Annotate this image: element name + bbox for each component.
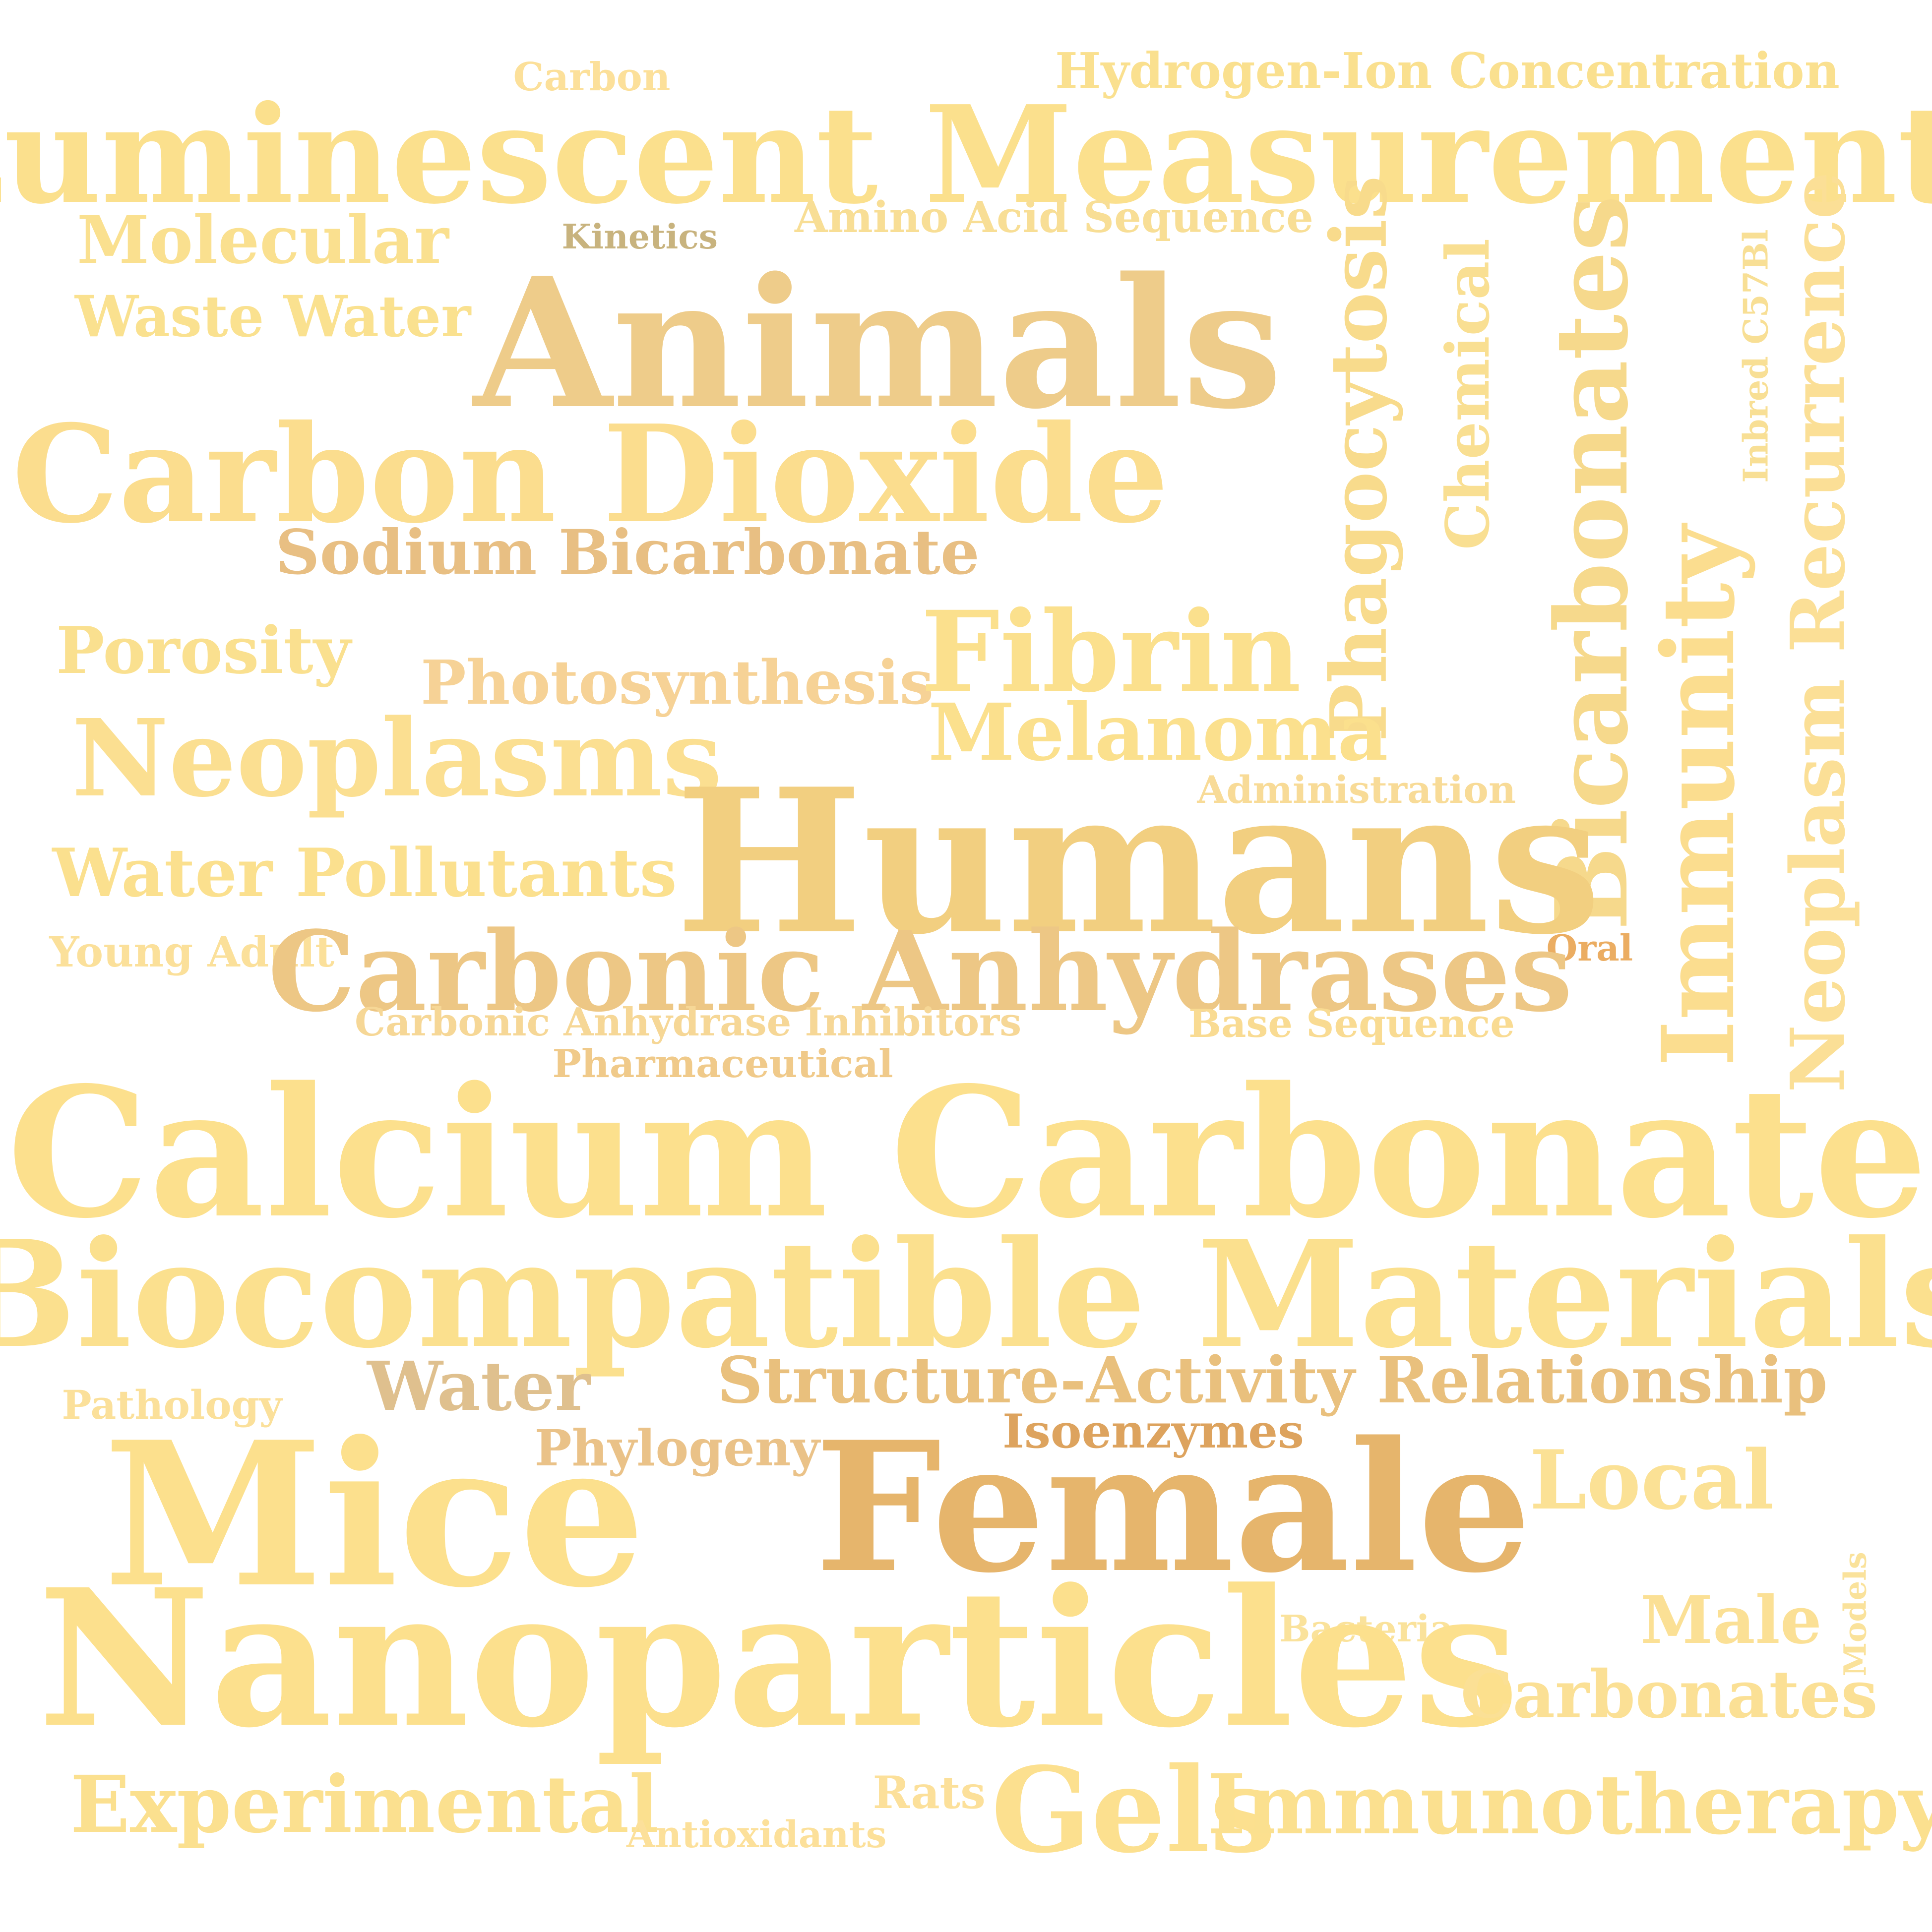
cloud-word: Waste Water xyxy=(75,283,471,350)
cloud-word: Biocompatible Materials xyxy=(0,1208,1932,1381)
cloud-word: Carbon xyxy=(513,55,671,100)
cloud-word: Pathology xyxy=(62,1382,283,1428)
cloud-word: Chemical xyxy=(1433,238,1503,550)
cloud-word: Photosynthesis xyxy=(421,647,934,718)
cloud-word: Isoenzymes xyxy=(1002,1404,1304,1459)
cloud-word: Nanoparticles xyxy=(38,1548,1520,1769)
cloud-word: Pharmaceutical xyxy=(552,1041,893,1087)
cloud-word: Amino Acid Sequence xyxy=(795,192,1313,242)
cloud-word: Base Sequence xyxy=(1188,1001,1515,1046)
cloud-word: Porosity xyxy=(56,612,351,688)
cloud-word: Mice xyxy=(103,1398,646,1631)
cloud-word: Administration xyxy=(1197,768,1516,812)
cloud-word: Local xyxy=(1529,1432,1774,1528)
cloud-word: Carbonic Anhydrase Inhibitors xyxy=(355,1000,1022,1045)
cloud-word: Experimental xyxy=(70,1759,659,1851)
cloud-word: Animals xyxy=(473,239,1283,448)
cloud-word: Male xyxy=(1640,1582,1822,1659)
cloud-word: Kinetics xyxy=(561,217,718,257)
cloud-word: Neoplasm Recurrence xyxy=(1774,172,1862,1093)
cloud-word: Luminescent Measurements xyxy=(0,76,1932,234)
cloud-word: Water xyxy=(367,1347,591,1426)
cloud-word: Hydrogen-Ion Concentration xyxy=(1055,43,1840,100)
cloud-word: Immunity xyxy=(1640,525,1757,1067)
cloud-word: Carbonic Anhydrases xyxy=(268,907,1573,1036)
cloud-word: Humans xyxy=(675,745,1602,978)
cloud-word: Gels xyxy=(991,1741,1276,1879)
cloud-word: Carbon Dioxide xyxy=(12,395,1169,553)
cloud-word: Phagocytosis xyxy=(1313,176,1404,742)
cloud-word: Young Adult xyxy=(49,927,335,976)
cloud-word: Phylogeny xyxy=(534,1419,820,1477)
cloud-word: Bacteria xyxy=(1279,1608,1454,1650)
cloud-word: Calcium Carbonate xyxy=(7,1048,1928,1258)
cloud-word: Antioxidants xyxy=(626,1813,887,1856)
cloud-word: Neoplasms xyxy=(71,696,722,821)
cloud-word: Rats xyxy=(873,1766,986,1819)
cloud-word: Molecular xyxy=(77,202,449,279)
cloud-word: Water Pollutants xyxy=(52,834,677,912)
cloud-word: Structure-Activity Relationship xyxy=(717,1343,1828,1418)
cloud-word: Fibrin xyxy=(921,587,1302,717)
cloud-word: Sodium Bicarbonate xyxy=(275,517,980,589)
cloud-word: Melanoma xyxy=(928,687,1388,779)
cloud-word: Inbred C57Bl xyxy=(1736,229,1776,483)
cloud-word: Carbonates xyxy=(1460,1656,1878,1733)
cloud-word: Oral xyxy=(1546,927,1633,969)
cloud-word: Immunotherapy xyxy=(1207,1756,1932,1853)
cloud-word: Female xyxy=(814,1402,1532,1612)
